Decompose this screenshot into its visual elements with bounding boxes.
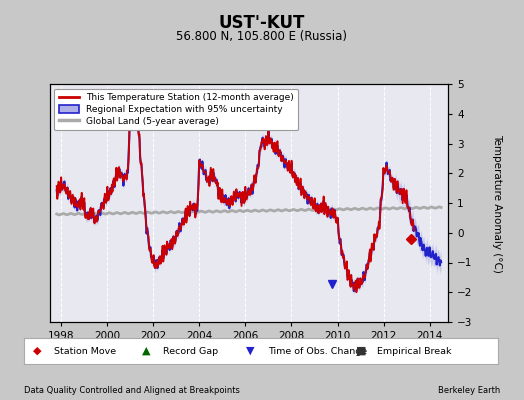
Text: 56.800 N, 105.800 E (Russia): 56.800 N, 105.800 E (Russia)	[177, 30, 347, 43]
Text: Empirical Break: Empirical Break	[377, 346, 451, 356]
Text: Time of Obs. Change: Time of Obs. Change	[268, 346, 367, 356]
Text: ▲: ▲	[142, 346, 150, 356]
Y-axis label: Temperature Anomaly (°C): Temperature Anomaly (°C)	[492, 134, 502, 272]
Text: Berkeley Earth: Berkeley Earth	[438, 386, 500, 395]
Text: Record Gap: Record Gap	[163, 346, 219, 356]
Text: ▼: ▼	[246, 346, 255, 356]
Text: Station Move: Station Move	[54, 346, 116, 356]
Text: Data Quality Controlled and Aligned at Breakpoints: Data Quality Controlled and Aligned at B…	[24, 386, 239, 395]
Legend: This Temperature Station (12-month average), Regional Expectation with 95% uncer: This Temperature Station (12-month avera…	[54, 88, 298, 130]
Text: ■: ■	[355, 346, 366, 356]
Text: ◆: ◆	[33, 346, 41, 356]
Text: UST'-KUT: UST'-KUT	[219, 14, 305, 32]
